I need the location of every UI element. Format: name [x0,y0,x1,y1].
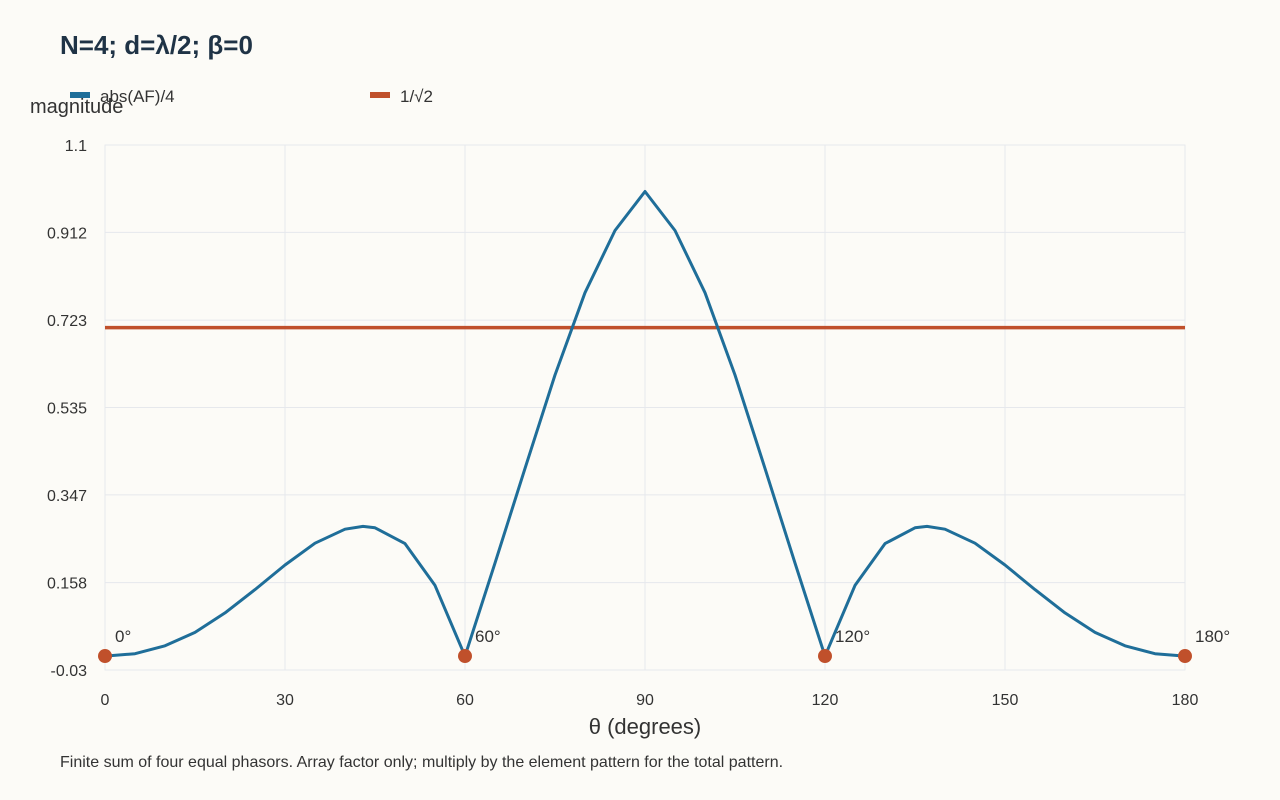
y-axis-label: magnitude [30,96,124,118]
null-marker [818,649,832,664]
null-marker-label: 0° [115,627,131,646]
null-marker-label: 60° [475,627,501,646]
x-tick-label: 180 [1172,692,1199,709]
null-marker [1178,649,1192,664]
null-marker-label: 180° [1195,627,1230,646]
x-tick-label: 30 [276,692,294,709]
legend-label-threshold: 1/√2 [400,87,433,106]
x-tick-label: 0 [101,692,110,709]
y-tick-label: 0.535 [47,401,87,418]
af-curve [104,190,1186,658]
legend-swatch-af [70,92,90,98]
legend-label-af: abs(AF)/4 [100,87,175,106]
y-tick-label: 0.912 [47,225,87,242]
y-tick-label: 0.347 [47,488,87,505]
chart-note: Finite sum of four equal phasors. Array … [60,754,784,771]
x-tick-label: 120 [812,692,839,709]
null-marker-label: 120° [835,627,870,646]
null-marker [458,649,472,664]
y-tick-label: 0.723 [47,313,87,330]
x-axis-label: θ (degrees) [589,714,702,739]
x-tick-label: 60 [456,692,474,709]
y-tick-label: -0.03 [51,663,88,680]
legend-swatch-threshold [370,92,390,98]
y-tick-label: 1.1 [65,138,87,155]
x-tick-label: 150 [992,692,1019,709]
x-tick-label: 90 [636,692,654,709]
null-marker [98,649,112,664]
chart-title: N=4; d=λ/2; β=0 [60,30,253,60]
y-tick-label: 0.158 [47,576,87,593]
